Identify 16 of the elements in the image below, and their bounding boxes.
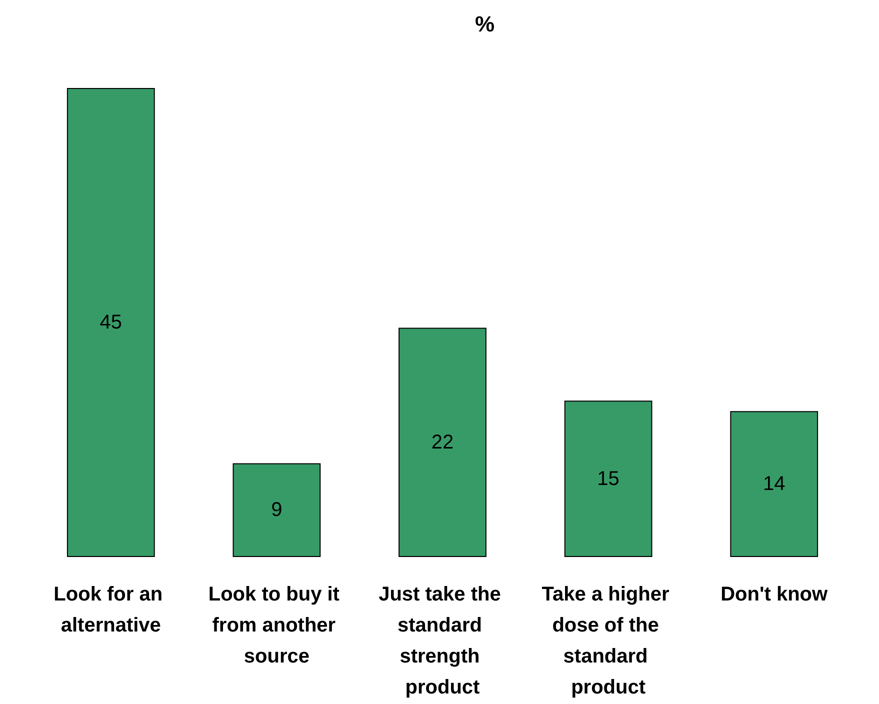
data-label: 15 xyxy=(597,468,620,490)
x-tick-label: Look for an alternative xyxy=(54,584,168,636)
x-tick-label: Look to buy it from another source xyxy=(208,584,346,668)
bar xyxy=(398,328,486,557)
x-tick-label: Take a higher dose of the standard product xyxy=(542,584,675,698)
bar xyxy=(564,400,652,557)
data-label: 14 xyxy=(762,473,786,496)
bar xyxy=(730,411,818,557)
x-tick-label: Don't know xyxy=(720,584,828,606)
data-label: 45 xyxy=(100,312,122,334)
bar xyxy=(232,463,321,557)
chart-title: % xyxy=(475,12,495,36)
data-label: 9 xyxy=(271,499,282,522)
x-tick-label: Just take the standard strength product xyxy=(378,584,506,698)
bar xyxy=(66,88,155,557)
data-label: 22 xyxy=(431,431,454,454)
